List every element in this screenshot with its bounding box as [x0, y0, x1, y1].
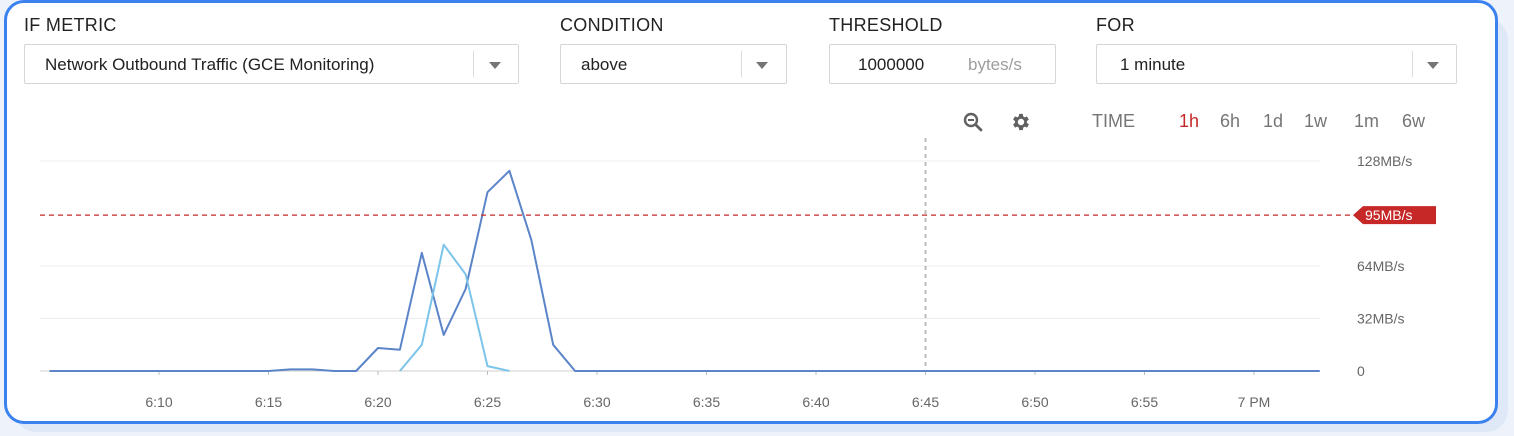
duration-select[interactable]: 1 minute: [1096, 44, 1457, 84]
time-range-6w[interactable]: 6w: [1402, 111, 1426, 131]
condition-label: CONDITION: [560, 15, 664, 35]
time-range-1m[interactable]: 1m: [1354, 111, 1380, 131]
time-range-1w[interactable]: 1w: [1304, 111, 1328, 131]
y-tick-label: 64MB/s: [1357, 258, 1404, 274]
x-tick-label: 6:30: [583, 394, 610, 410]
y-tick-label: 32MB/s: [1357, 311, 1404, 327]
x-tick-label: 6:20: [364, 394, 391, 410]
condition-select-value: above: [581, 55, 628, 74]
metric-label: IF METRIC: [24, 15, 117, 35]
time-label: TIME: [1092, 111, 1135, 131]
x-tick-label: 6:10: [145, 394, 172, 410]
y-tick-label: 0: [1357, 363, 1365, 379]
zoom-out-icon[interactable]: [962, 111, 984, 133]
threshold-label: THRESHOLD: [829, 15, 943, 35]
y-tick-label: 128MB/s: [1357, 153, 1412, 169]
for-label: FOR: [1096, 15, 1135, 35]
time-range-1h[interactable]: 1h: [1179, 111, 1200, 131]
chevron-down-icon[interactable]: [756, 62, 768, 69]
condition-select[interactable]: above: [560, 44, 787, 84]
x-tick-label: 6:45: [912, 394, 939, 410]
series-line-1: [49, 169, 1320, 372]
x-tick-label: 6:40: [802, 394, 829, 410]
metric-select[interactable]: Network Outbound Traffic (GCE Monitoring…: [24, 44, 519, 84]
select-divider: [1412, 51, 1413, 77]
select-divider: [473, 51, 474, 77]
alert-condition-panel: IF METRIC Network Outbound Traffic (GCE …: [4, 0, 1498, 424]
select-divider: [741, 51, 742, 77]
threshold-tag: [1353, 206, 1436, 225]
x-tick-label: 7 PM: [1238, 394, 1271, 410]
x-tick-label: 6:15: [255, 394, 282, 410]
chevron-down-icon[interactable]: [1427, 62, 1439, 69]
threshold-unit: bytes/s: [968, 55, 1022, 74]
x-tick-label: 6:35: [693, 394, 720, 410]
chevron-down-icon[interactable]: [489, 62, 501, 69]
gear-icon[interactable]: [1010, 111, 1032, 133]
x-tick-label: 6:55: [1131, 394, 1158, 410]
series-line-2: [399, 243, 510, 372]
threshold-field[interactable]: 1000000 bytes/s: [829, 44, 1056, 84]
x-tick-label: 6:50: [1021, 394, 1048, 410]
duration-select-value: 1 minute: [1120, 55, 1186, 74]
time-range-6h[interactable]: 6h: [1220, 111, 1241, 131]
threshold-tag-label: 95MB/s: [1365, 207, 1412, 223]
x-tick-label: 6:25: [474, 394, 501, 410]
metric-select-value: Network Outbound Traffic (GCE Monitoring…: [45, 55, 375, 74]
traffic-chart: 0 32MB/s 64MB/s 128MB/s 6:10 6:15 6:20 6:25 6:30…: [40, 138, 1436, 410]
threshold-input-value[interactable]: 1000000: [858, 55, 925, 74]
time-range-1d[interactable]: 1d: [1263, 111, 1284, 131]
